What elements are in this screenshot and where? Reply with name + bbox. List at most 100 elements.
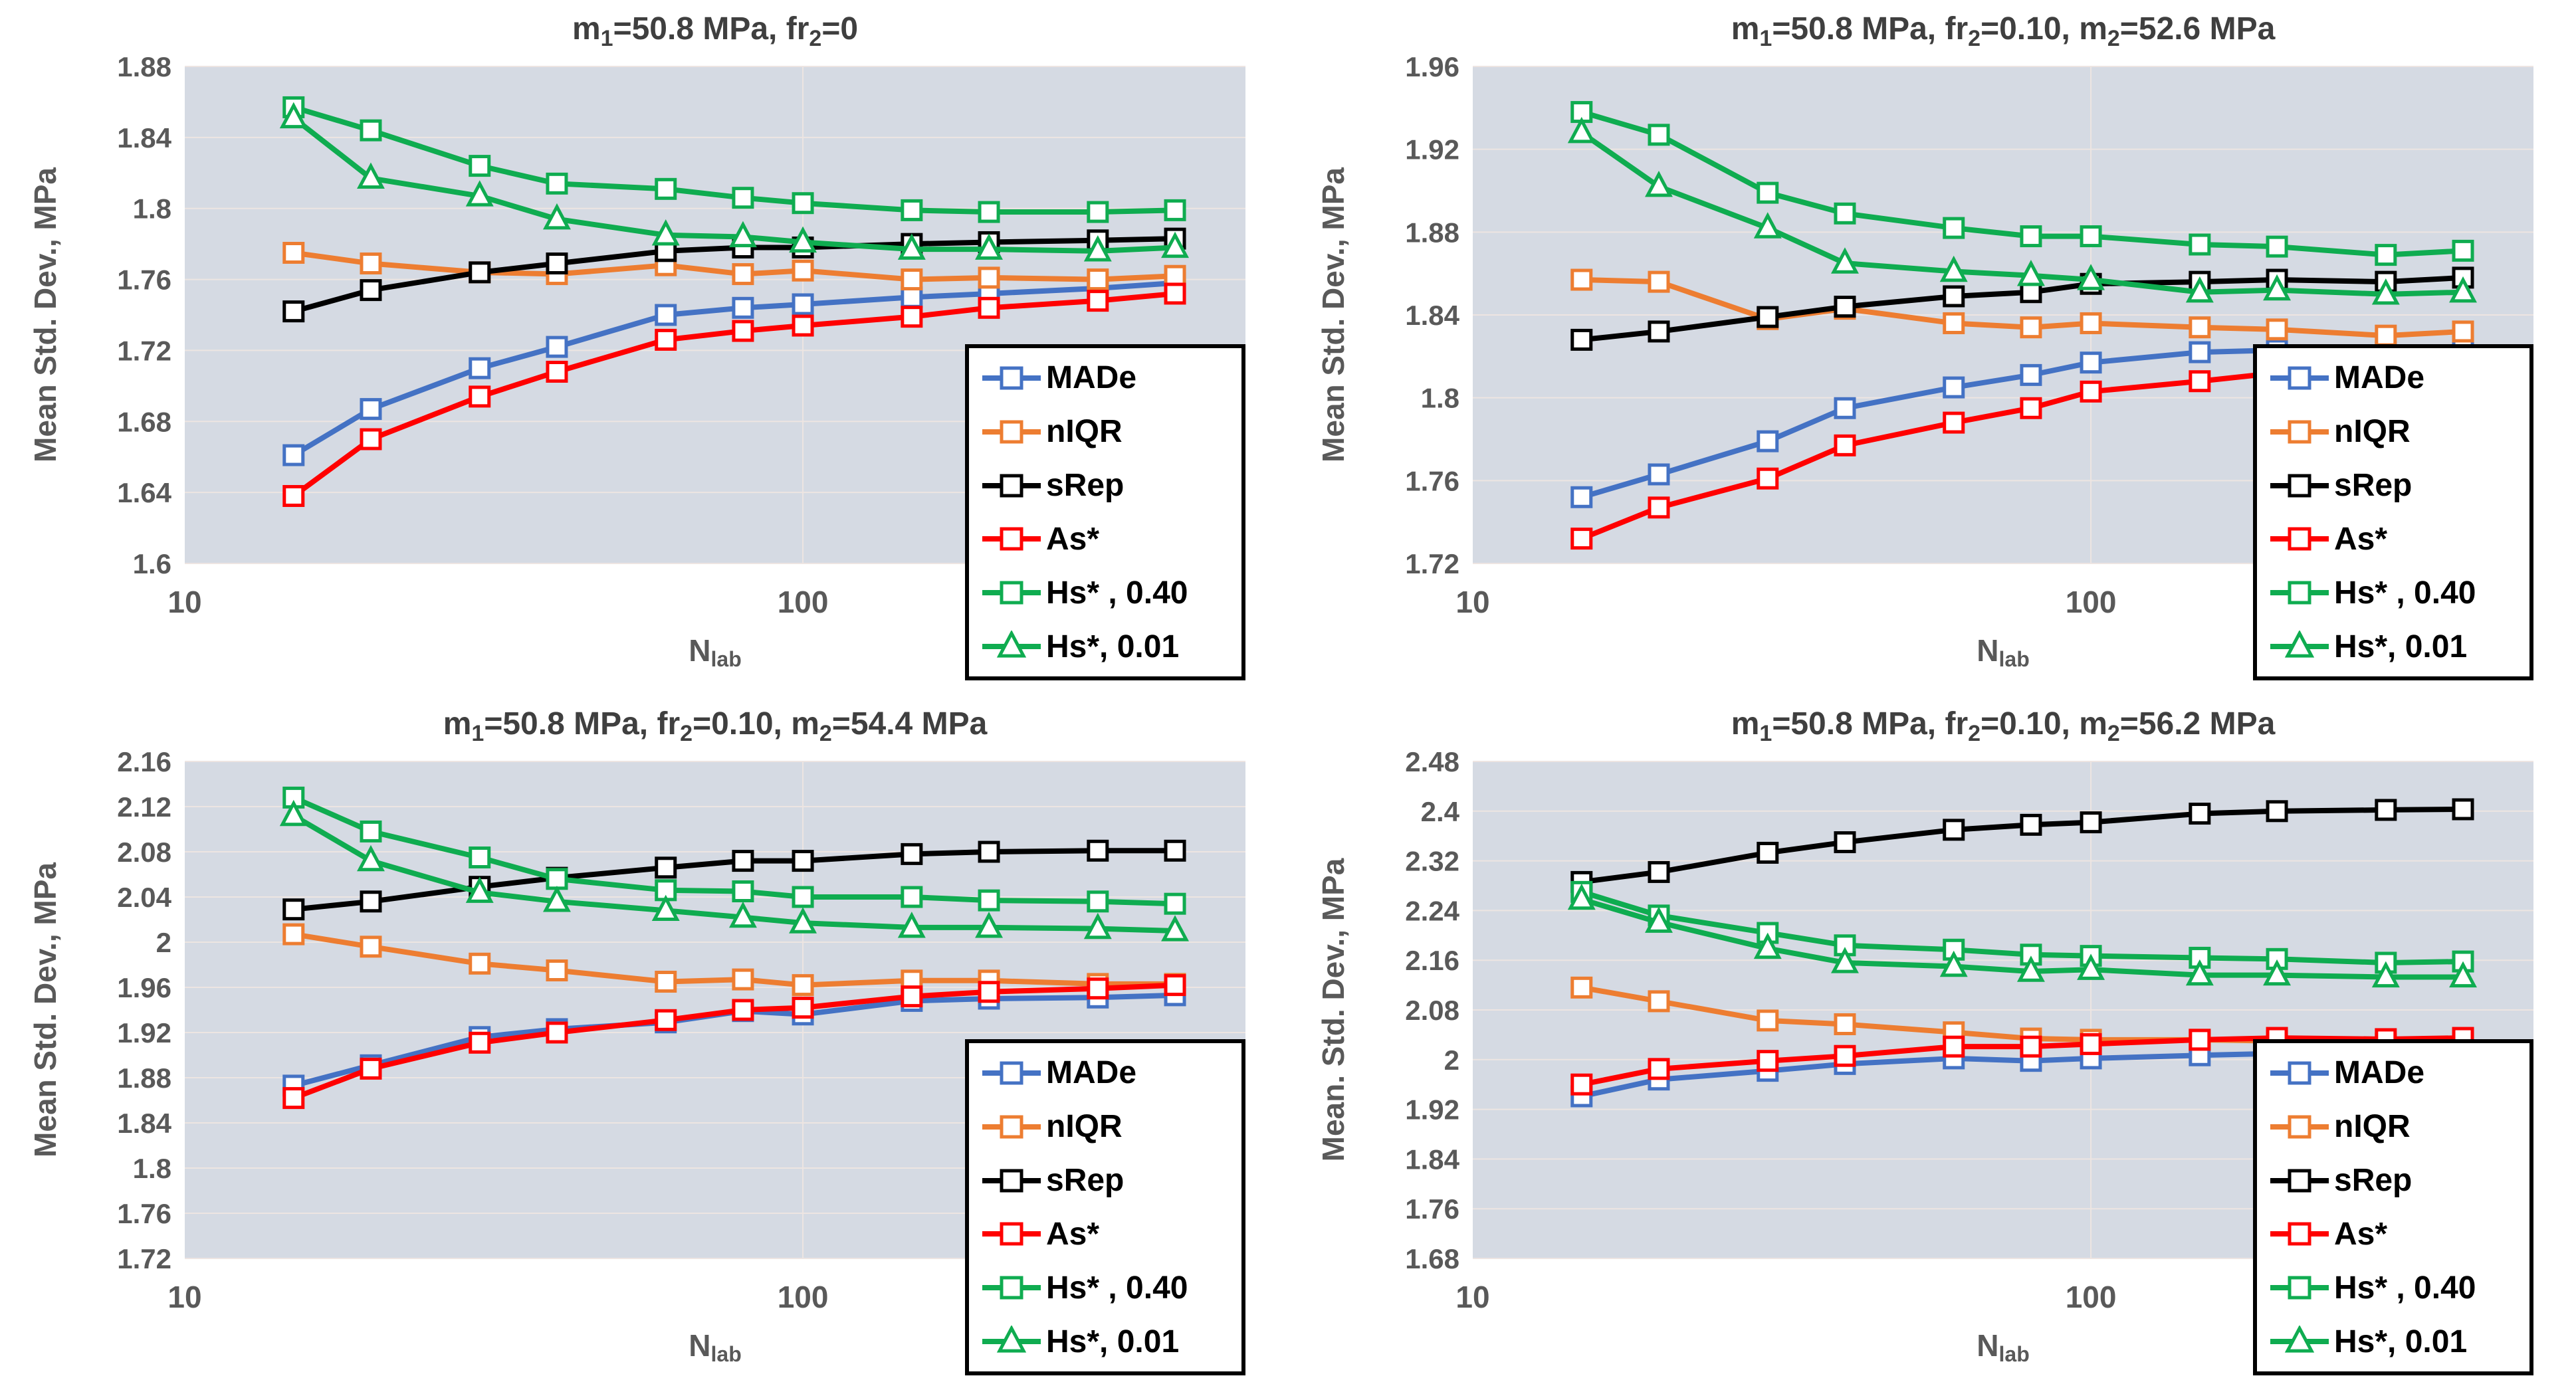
marker-square (2189, 316, 2211, 339)
series-hs-0-40 (1570, 880, 2474, 974)
marker-square (978, 981, 1000, 1003)
legend: MADe nIQR sRep As* Hs* , 0.40 Hs*, 0.01 (2253, 1039, 2533, 1375)
marker-square (1087, 290, 1109, 312)
legend-key-marker (1000, 1115, 1023, 1139)
plot: 1.6 1.64 1.68 1.72 1.76 1.8 1.84 1.88 10 100 (117, 51, 1245, 619)
x-tick-label: 100 (778, 1280, 829, 1314)
legend-key-marker (2288, 420, 2311, 444)
y-tick-label: 1.88 (117, 51, 171, 82)
marker-square (655, 1009, 677, 1031)
legend-key-marker (996, 1326, 1027, 1353)
marker-triangle (975, 233, 1004, 260)
legend-square-icon (2270, 1061, 2329, 1085)
marker-square (2266, 318, 2288, 341)
y-tick-label: 1.88 (117, 1062, 171, 1094)
marker-square (546, 360, 568, 383)
series-as (282, 974, 1186, 1110)
marker-square (360, 398, 382, 421)
marker-square (2080, 351, 2102, 374)
legend-square-icon (982, 474, 1041, 498)
marker-square (978, 889, 1000, 912)
series-as (282, 282, 1186, 507)
legend-key-marker (1000, 420, 1023, 444)
legend-key-marker (2288, 1222, 2311, 1246)
title-text: =0.10, m (1981, 706, 2107, 742)
legend-entry-hs-0-40: Hs* , 0.40 (2269, 567, 2529, 618)
marker-square (901, 306, 923, 328)
marker-triangle (789, 226, 817, 253)
legend-entry-niqr: nIQR (2269, 407, 2529, 457)
marker-triangle (1161, 915, 1189, 942)
legend-entry-as: As* (2269, 1209, 2529, 1259)
legend-key-marker (1000, 581, 1023, 605)
marker-square (360, 820, 382, 843)
legend-key-marker (2288, 366, 2311, 390)
marker-triangle (2263, 274, 2292, 301)
marker-triangle (728, 901, 757, 928)
marker-square (1943, 285, 1965, 308)
marker-square (732, 999, 754, 1021)
marker-square (792, 974, 814, 997)
x-axis-title-main: N (689, 633, 711, 668)
legend-entry-srep: sRep (2269, 1155, 2529, 1206)
marker-square (1648, 124, 1670, 146)
marker-square (1648, 860, 1670, 883)
marker-square (1570, 268, 1593, 291)
legend-entry-as: As* (2269, 514, 2529, 564)
x-axis-title: Nlab (1473, 1328, 2533, 1367)
marker-triangle (465, 180, 494, 207)
legend-square-icon (982, 581, 1041, 605)
marker-square (655, 971, 677, 993)
y-tick-label: 1.68 (1405, 1243, 1459, 1274)
legend-entry-hs-0-01: Hs*, 0.01 (981, 621, 1241, 672)
marker-square (732, 263, 754, 286)
legend-key-marker (2288, 1169, 2311, 1193)
marker-square (1570, 1073, 1593, 1096)
y-tick-label: 1.72 (1405, 548, 1459, 579)
marker-square (2020, 225, 2042, 248)
marker-square (1834, 831, 1856, 854)
marker-square (1648, 990, 1670, 1013)
title-subscript: 2 (1968, 721, 1981, 746)
marker-square (1164, 264, 1186, 287)
marker-triangle (1939, 950, 1968, 977)
marker-square (360, 890, 382, 913)
marker-square (1834, 1044, 1856, 1067)
legend-label: Hs* , 0.40 (2334, 1270, 2476, 1306)
marker-square (282, 1087, 305, 1110)
series-hs-0-01 (1567, 883, 2477, 988)
x-tick-label: 10 (167, 1280, 201, 1314)
marker-square (1834, 202, 1856, 225)
y-tick-label: 1.84 (117, 122, 171, 153)
y-tick-label: 1.92 (1405, 1094, 1459, 1126)
marker-square (2020, 813, 2042, 836)
marker-square (732, 320, 754, 342)
marker-square (978, 201, 1000, 223)
marker-triangle (2263, 959, 2292, 986)
y-tick-label: 1.68 (117, 406, 171, 437)
series-as (1570, 1027, 2474, 1096)
y-tick-label: 1.8 (133, 1153, 171, 1184)
series-srep (1570, 798, 2474, 893)
y-tick-label: 2.48 (1405, 746, 1459, 777)
legend-label: sRep (2334, 1163, 2413, 1199)
legend-key-marker (1000, 366, 1023, 390)
marker-square (1087, 839, 1109, 862)
y-tick-label: 1.76 (117, 264, 171, 296)
marker-triangle (2449, 276, 2477, 303)
legend-triangle-icon (2270, 1326, 2329, 1353)
marker-triangle (1083, 235, 1112, 262)
series-srep (282, 839, 1186, 921)
legend-label: sRep (1046, 468, 1125, 504)
legend-triangle-icon (982, 1326, 1041, 1353)
marker-triangle (1083, 912, 1112, 940)
marker-square (1943, 376, 1965, 399)
marker-square (469, 1031, 491, 1054)
marker-square (2080, 1033, 2102, 1055)
legend-entry-as: As* (981, 514, 1241, 564)
marker-square (1943, 1035, 1965, 1058)
marker-square (546, 959, 568, 981)
marker-square (546, 336, 568, 358)
marker-square (1570, 976, 1593, 999)
x-axis-title-sub: lab (710, 647, 742, 671)
